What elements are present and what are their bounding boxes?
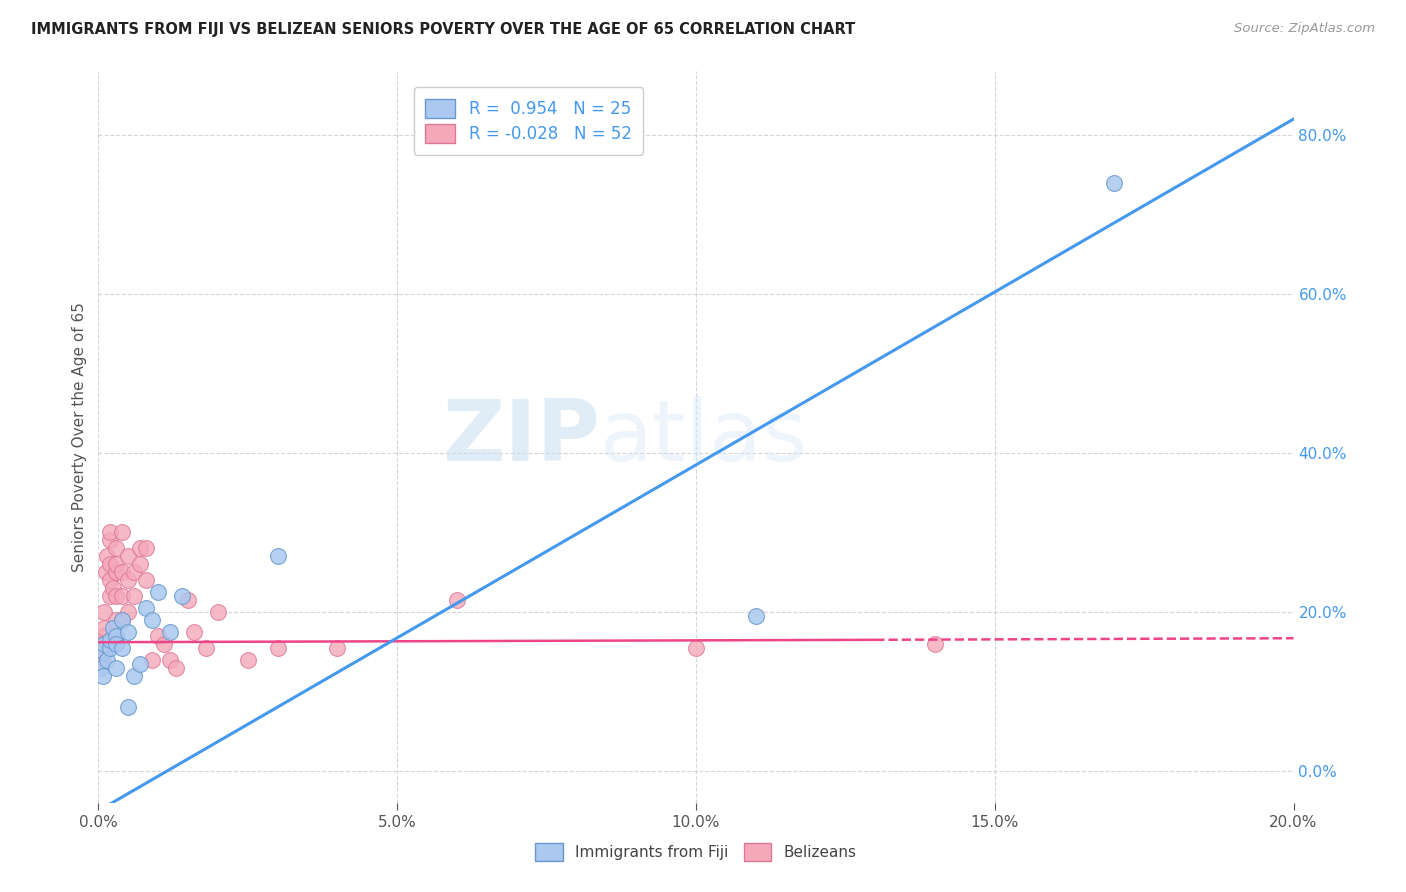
Point [90,637,112,651]
Point [98,525,122,540]
Legend: Immigrants from Fiji, Belizeans: Immigrants from Fiji, Belizeans [527,836,865,868]
Point [105,566,128,580]
Point [94,566,117,580]
Point [98,533,122,548]
Point [148,585,170,599]
Point [117,573,139,587]
Point [135,601,157,615]
Point [89,640,111,655]
Point [90,660,112,674]
Point [117,549,139,564]
Point [91,668,114,682]
Point [141,653,163,667]
Point [111,566,134,580]
Point [93,645,115,659]
Point [103,581,125,595]
Point [93,640,115,655]
Point [159,653,181,667]
Point [93,637,115,651]
Text: Source: ZipAtlas.com: Source: ZipAtlas.com [1234,22,1375,36]
Point [105,589,128,603]
Point [93,637,115,651]
Point [105,629,128,643]
Point [111,589,134,603]
Point [745,609,768,624]
Point [103,621,125,635]
Point [183,624,205,639]
Point [148,629,170,643]
Point [153,637,176,651]
Point [267,549,290,564]
Point [195,640,218,655]
Y-axis label: Seniors Poverty Over the Age of 65: Seniors Poverty Over the Age of 65 [72,302,87,572]
Point [141,613,163,627]
Point [117,700,139,714]
Point [326,640,349,655]
Point [207,605,229,619]
Point [98,573,122,587]
Point [105,660,128,674]
Point [177,593,200,607]
Point [105,558,128,572]
Point [124,589,146,603]
Text: atlas: atlas [600,395,808,479]
Point [172,589,194,603]
Point [117,624,139,639]
Point [267,640,290,655]
Point [124,668,146,682]
Point [93,621,115,635]
Point [111,525,134,540]
Point [446,593,468,607]
Text: ZIP: ZIP [443,395,600,479]
Point [165,660,187,674]
Point [129,558,152,572]
Point [93,645,115,659]
Point [124,566,146,580]
Point [236,653,259,667]
Point [96,653,118,667]
Text: IMMIGRANTS FROM FIJI VS BELIZEAN SENIORS POVERTY OVER THE AGE OF 65 CORRELATION : IMMIGRANTS FROM FIJI VS BELIZEAN SENIORS… [31,22,855,37]
Point [91,653,114,667]
Point [111,640,134,655]
Point [1104,176,1126,190]
Point [135,541,157,556]
Point [117,605,139,619]
Point [105,629,128,643]
Point [91,629,114,643]
Point [98,632,122,647]
Point [924,637,946,651]
Point [111,613,134,627]
Point [111,613,134,627]
Point [135,573,157,587]
Point [105,541,128,556]
Point [129,541,152,556]
Point [93,640,115,655]
Point [685,640,707,655]
Point [93,605,115,619]
Point [98,589,122,603]
Point [105,613,128,627]
Point [159,624,181,639]
Point [98,558,122,572]
Point [96,549,118,564]
Point [105,637,128,651]
Point [98,640,122,655]
Point [129,657,152,671]
